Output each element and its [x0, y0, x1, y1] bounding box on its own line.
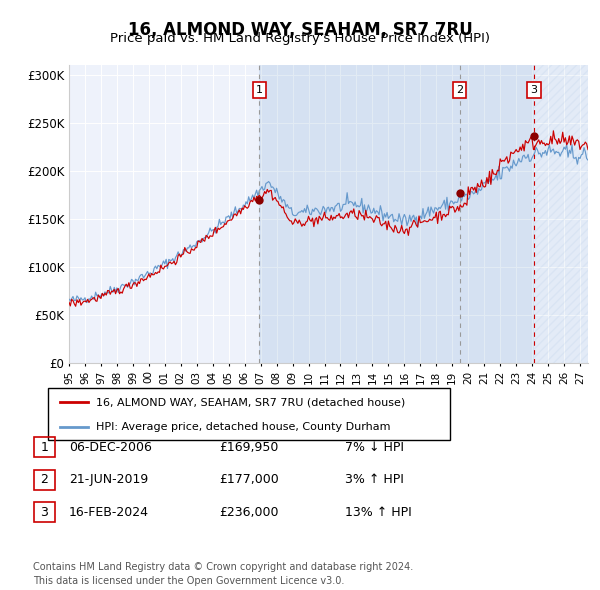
Text: £177,000: £177,000: [219, 473, 279, 486]
Text: 16, ALMOND WAY, SEAHAM, SR7 7RU: 16, ALMOND WAY, SEAHAM, SR7 7RU: [128, 21, 472, 39]
Text: 2: 2: [40, 473, 49, 486]
Text: 16-FEB-2024: 16-FEB-2024: [69, 506, 149, 519]
Text: 2: 2: [456, 85, 463, 95]
Text: £169,950: £169,950: [219, 441, 278, 454]
Text: 16, ALMOND WAY, SEAHAM, SR7 7RU (detached house): 16, ALMOND WAY, SEAHAM, SR7 7RU (detache…: [96, 397, 406, 407]
Text: 7% ↓ HPI: 7% ↓ HPI: [345, 441, 404, 454]
Text: 3: 3: [40, 506, 49, 519]
Text: 1: 1: [40, 441, 49, 454]
Text: HPI: Average price, detached house, County Durham: HPI: Average price, detached house, Coun…: [96, 422, 391, 431]
Text: £236,000: £236,000: [219, 506, 278, 519]
Text: 06-DEC-2006: 06-DEC-2006: [69, 441, 152, 454]
Text: 1: 1: [256, 85, 263, 95]
Bar: [259, 65, 534, 363]
Text: 21-JUN-2019: 21-JUN-2019: [69, 473, 148, 486]
Bar: [534, 65, 588, 363]
Text: Price paid vs. HM Land Registry's House Price Index (HPI): Price paid vs. HM Land Registry's House …: [110, 32, 490, 45]
Text: 3% ↑ HPI: 3% ↑ HPI: [345, 473, 404, 486]
Text: Contains HM Land Registry data © Crown copyright and database right 2024.
This d: Contains HM Land Registry data © Crown c…: [33, 562, 413, 586]
Text: 3: 3: [530, 85, 538, 95]
Text: 13% ↑ HPI: 13% ↑ HPI: [345, 506, 412, 519]
